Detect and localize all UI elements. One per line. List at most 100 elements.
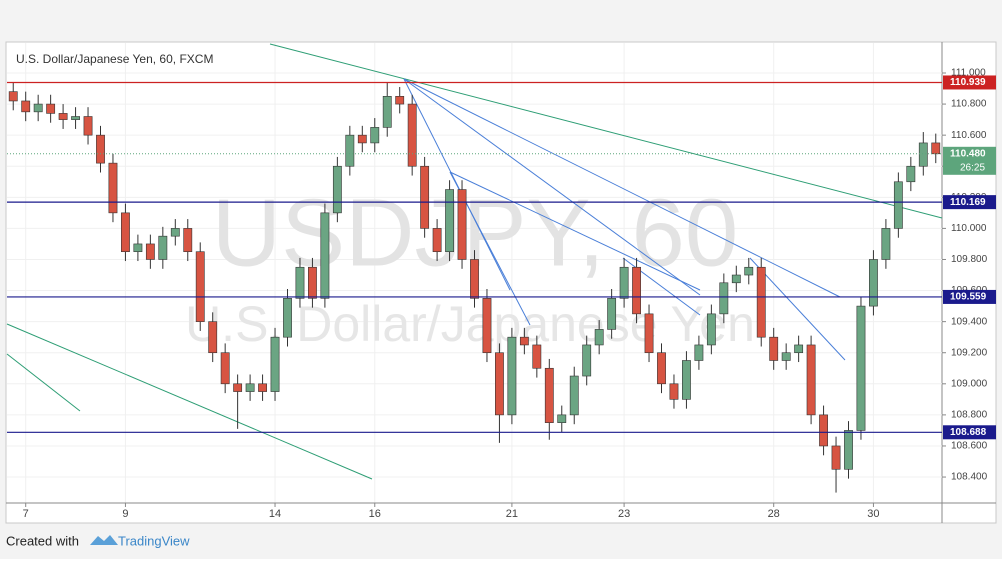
candle-body	[71, 116, 80, 120]
candle-body	[719, 282, 729, 315]
candle-body	[21, 100, 31, 113]
candle-body	[856, 305, 866, 431]
candle-body	[382, 96, 392, 128]
candle-body	[893, 181, 903, 229]
candle-body	[96, 134, 105, 164]
x-tick-label: 7	[23, 508, 29, 520]
candle-body	[332, 165, 342, 214]
chart-title: U.S. Dollar/Japanese Yen, 60, FXCM	[16, 52, 213, 66]
price-level-tag	[943, 75, 996, 90]
watermark-subtitle: U.S. Dollar/Japanese Yen	[185, 296, 755, 352]
y-tick-label: 110.000	[951, 223, 987, 234]
candle-body	[869, 259, 878, 307]
candle-body	[308, 266, 317, 299]
last-price-label: 110.480	[950, 148, 986, 159]
candle-body	[632, 266, 641, 315]
footer-brand[interactable]: TradingView	[118, 533, 190, 548]
candle-body	[208, 321, 218, 354]
price-level-label: 110.939	[950, 77, 986, 88]
candle-body	[270, 336, 280, 392]
y-tick-label: 111.000	[951, 68, 986, 79]
x-tick-label: 28	[768, 508, 780, 520]
candle-body	[519, 336, 529, 346]
candle-body	[806, 344, 816, 416]
candle-body	[507, 336, 517, 416]
candle-body	[345, 134, 355, 167]
candle-body	[669, 383, 679, 400]
candle-body	[918, 142, 928, 167]
candle-body	[495, 352, 504, 416]
candle-body	[420, 165, 430, 229]
candle-body	[170, 228, 180, 237]
candle-body	[532, 344, 542, 369]
candle-body	[145, 243, 155, 260]
x-tick-label: 23	[618, 508, 630, 520]
price-level-tag	[943, 289, 996, 304]
candle-body	[220, 352, 230, 385]
footer-created-with: Created with	[6, 533, 79, 548]
candle-body	[445, 189, 454, 253]
price-level-label: 108.688	[950, 427, 987, 438]
trend-drawings	[6, 43, 943, 480]
candle-body	[694, 344, 704, 361]
tradingview-logo	[90, 535, 118, 545]
x-tick-label: 21	[506, 508, 518, 520]
trend-line	[269, 43, 943, 219]
candle-body	[233, 383, 243, 392]
candle-body	[657, 352, 666, 385]
y-tick-label: 110.600	[951, 130, 987, 141]
y-tick-label: 109.400	[951, 316, 988, 327]
candle-body	[470, 259, 479, 299]
candle-body	[83, 116, 93, 136]
y-tick-label: 110.800	[951, 99, 987, 110]
chart-frame	[5, 41, 997, 524]
countdown: 26:25	[960, 162, 985, 173]
candle-body	[557, 414, 567, 423]
candle-body	[794, 344, 804, 354]
y-tick-label: 109.200	[951, 347, 988, 358]
candle-body	[594, 329, 604, 346]
candle-body	[58, 113, 68, 120]
candle-body	[8, 91, 18, 102]
candle-body	[258, 383, 267, 392]
candle-body	[644, 313, 654, 354]
candle-body	[158, 235, 168, 260]
candle-body	[33, 103, 43, 113]
candle-body	[706, 313, 716, 346]
candle-body	[283, 298, 292, 338]
candle-body	[457, 189, 467, 260]
candle-body	[756, 266, 766, 338]
candle-body	[569, 375, 579, 416]
candle-body	[245, 383, 255, 392]
price-level-label: 109.559	[950, 292, 987, 303]
candle-body	[544, 367, 554, 423]
candle-body	[931, 142, 941, 155]
price-level-label: 110.169	[950, 197, 986, 208]
price-level-tag	[943, 425, 996, 440]
candle-body	[831, 445, 841, 470]
candle-body	[320, 212, 330, 299]
y-tick-label: 108.600	[951, 441, 988, 452]
last-price-tag	[943, 146, 996, 175]
candle-body	[582, 344, 592, 377]
fan-line	[403, 78, 841, 298]
y-tick-label: 109.800	[951, 254, 988, 265]
candle-body	[731, 274, 741, 284]
candle-body	[744, 266, 754, 276]
candle-body	[432, 228, 442, 253]
fan-line	[749, 257, 846, 361]
y-tick-label: 108.800	[951, 410, 988, 421]
y-tick-label: 108.400	[951, 472, 988, 483]
candle-body	[121, 212, 130, 253]
candle-body	[682, 360, 691, 400]
candle-body	[619, 266, 629, 299]
candle-body	[46, 103, 56, 114]
candle-body	[195, 251, 205, 322]
candle-body	[183, 228, 193, 253]
candle-body	[395, 96, 405, 105]
price-level-tag	[943, 195, 996, 210]
candle-body	[482, 298, 492, 354]
candle-body	[108, 162, 118, 214]
candle-body	[133, 243, 143, 253]
